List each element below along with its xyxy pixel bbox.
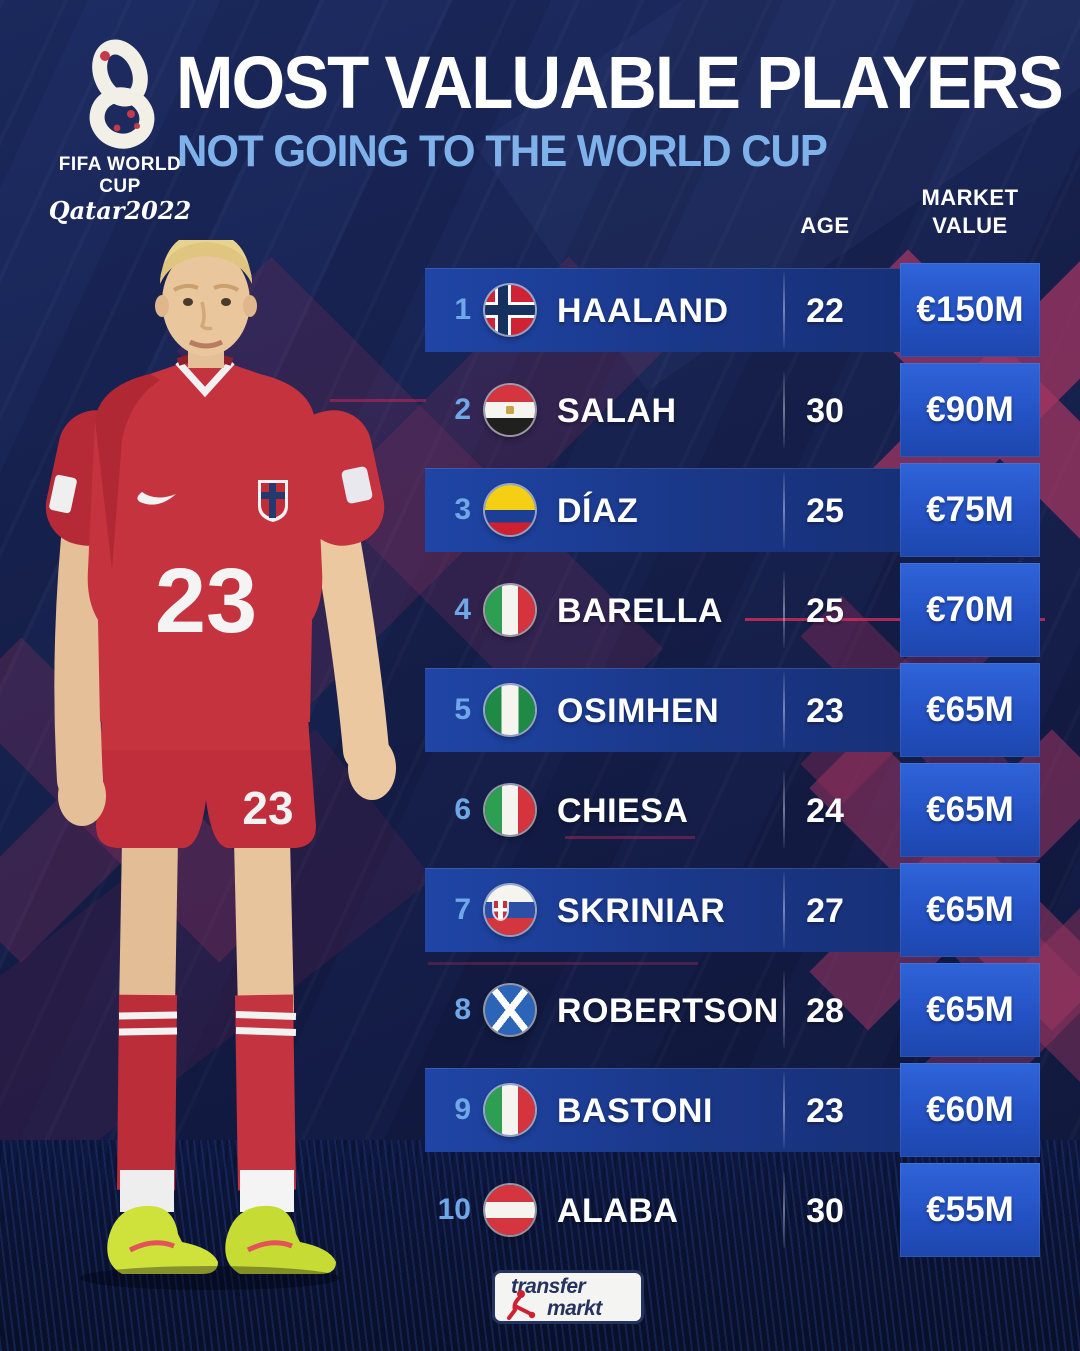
market-value-badge: €70M xyxy=(900,563,1040,657)
rank-label: 6 xyxy=(454,793,471,826)
player-age: 24 xyxy=(806,792,844,830)
flag-italy-icon xyxy=(485,585,535,635)
flag-italy-icon xyxy=(485,1085,535,1135)
flag-nigeria-icon xyxy=(485,685,535,735)
market-value-badge: €60M xyxy=(900,1063,1040,1157)
market-value-badge: €150M xyxy=(900,263,1040,357)
table-row: 3 DÍAZ 25 €75M xyxy=(425,463,1040,557)
player-age: 22 xyxy=(806,292,844,330)
column-divider xyxy=(783,472,785,548)
player-age: 23 xyxy=(806,1092,844,1130)
player-name: DÍAZ xyxy=(557,492,639,530)
jersey-number-text: 23 xyxy=(155,550,257,652)
market-value-badge: €65M xyxy=(900,763,1040,857)
player-age: 30 xyxy=(806,392,844,430)
qatar-2022-text: Qatar2022 xyxy=(48,196,192,225)
column-header-market-value: MARKET VALUE xyxy=(921,185,1019,238)
rank-label: 5 xyxy=(454,693,471,726)
column-divider xyxy=(783,372,785,448)
flag-egypt-icon xyxy=(485,385,535,435)
table-row: 9 BASTONI 23 €60M xyxy=(425,1063,1040,1157)
world-cup-trophy-loop-icon xyxy=(89,39,155,149)
player-age: 25 xyxy=(806,492,844,530)
player-name: CHIESA xyxy=(557,792,689,830)
table-row: 4 BARELLA 25 €70M xyxy=(425,563,1040,657)
fifa-world-cup-logo: FIFA WORLD CUP Qatar2022 xyxy=(40,30,200,225)
table-row: 2 SALAH 30 €90M xyxy=(425,363,1040,457)
flag-colombia-icon xyxy=(485,485,535,535)
flag-italy-icon xyxy=(485,785,535,835)
player-age: 30 xyxy=(806,1192,844,1230)
player-age: 28 xyxy=(806,992,844,1030)
market-value-badge: €65M xyxy=(900,663,1040,757)
rank-label: 7 xyxy=(454,893,471,926)
column-divider xyxy=(783,972,785,1048)
column-divider xyxy=(783,272,785,348)
rank-label: 9 xyxy=(454,1093,471,1126)
player-name: SKRINIAR xyxy=(557,892,726,930)
column-divider xyxy=(783,772,785,848)
column-divider xyxy=(783,672,785,748)
flag-austria-icon xyxy=(485,1185,535,1235)
player-age: 23 xyxy=(806,692,844,730)
player-age: 27 xyxy=(806,892,844,930)
player-name: OSIMHEN xyxy=(557,692,720,730)
table-row: 8 ROBERTSON 28 €65M xyxy=(425,963,1040,1057)
player-name: BASTONI xyxy=(557,1092,713,1130)
player-name: HAALAND xyxy=(557,292,729,330)
flag-slovakia-icon xyxy=(485,885,535,935)
page-subtitle: NOT GOING TO THE WORLD CUP xyxy=(177,126,828,176)
table-row: 7 SKRINIAR 27 €65M xyxy=(425,863,1040,957)
market-value-badge: €90M xyxy=(900,363,1040,457)
column-divider xyxy=(783,872,785,948)
table-row: 6 CHIESA 24 €65M xyxy=(425,763,1040,857)
page-title: MOST VALUABLE PLAYERS xyxy=(176,41,1064,125)
transfermarkt-logo-text-top: transfer xyxy=(511,1275,586,1298)
table-row: 5 OSIMHEN 23 €65M xyxy=(425,663,1040,757)
column-divider xyxy=(783,572,785,648)
player-name: ROBERTSON xyxy=(557,992,779,1030)
table-row: 1 HAALAND 22 €150M xyxy=(425,263,1040,357)
footballer-icon xyxy=(507,1290,536,1320)
column-divider xyxy=(783,1172,785,1248)
market-value-badge: €75M xyxy=(900,463,1040,557)
speed-line xyxy=(330,399,426,402)
rank-label: 10 xyxy=(437,1193,471,1226)
market-value-badge: €55M xyxy=(900,1163,1040,1257)
column-divider xyxy=(783,1072,785,1148)
table-row: 10 ALABA 30 €55M xyxy=(425,1163,1040,1257)
player-name: SALAH xyxy=(557,392,677,430)
red-x-decoration xyxy=(0,660,260,940)
player-name: ALABA xyxy=(557,1192,679,1230)
players-table: 1 HAALAND 22 €150M 2 SALAH 30 €90M 3 DÍA… xyxy=(425,263,1040,1268)
rank-label: 8 xyxy=(454,993,471,1026)
rank-label: 1 xyxy=(454,293,471,326)
player-name: BARELLA xyxy=(557,592,723,630)
flag-norway-icon xyxy=(485,285,535,335)
player-age: 25 xyxy=(806,592,844,630)
flag-scotland-icon xyxy=(485,985,535,1035)
transfermarkt-logo: transfer markt xyxy=(492,1270,644,1324)
transfermarkt-logo-text-bottom: markt xyxy=(547,1297,602,1320)
rank-label: 3 xyxy=(454,493,471,526)
shorts-number-text: 23 xyxy=(242,782,293,834)
fifa-logo-text: FIFA WORLD CUP xyxy=(58,154,182,197)
rank-label: 2 xyxy=(454,393,471,426)
column-header-age: AGE xyxy=(800,213,850,238)
rank-label: 4 xyxy=(454,593,471,626)
market-value-badge: €65M xyxy=(900,963,1040,1057)
market-value-badge: €65M xyxy=(900,863,1040,957)
